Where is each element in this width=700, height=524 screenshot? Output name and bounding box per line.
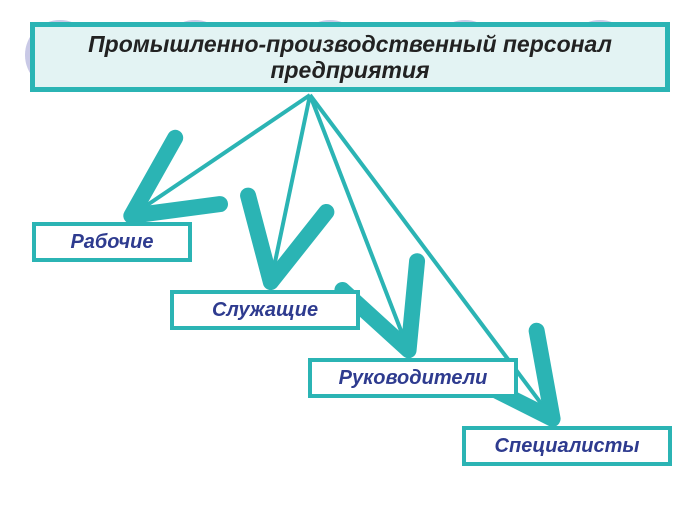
diagram-stage: Промышленно-производственный персонал пр…	[0, 0, 700, 524]
node-label: Руководители	[339, 367, 488, 390]
node-workers: Рабочие	[32, 222, 192, 262]
node-label: Специалисты	[495, 435, 640, 458]
node-label: Служащие	[212, 299, 318, 322]
arrow-line	[271, 95, 310, 282]
header-box: Промышленно-производственный персонал пр…	[30, 22, 670, 92]
node-label: Рабочие	[70, 231, 153, 254]
node-employees: Служащие	[170, 290, 360, 330]
node-specialists: Специалисты	[462, 426, 672, 466]
header-text: Промышленно-производственный персонал пр…	[43, 31, 657, 84]
arrow-line	[131, 95, 310, 216]
node-managers: Руководители	[308, 358, 518, 398]
